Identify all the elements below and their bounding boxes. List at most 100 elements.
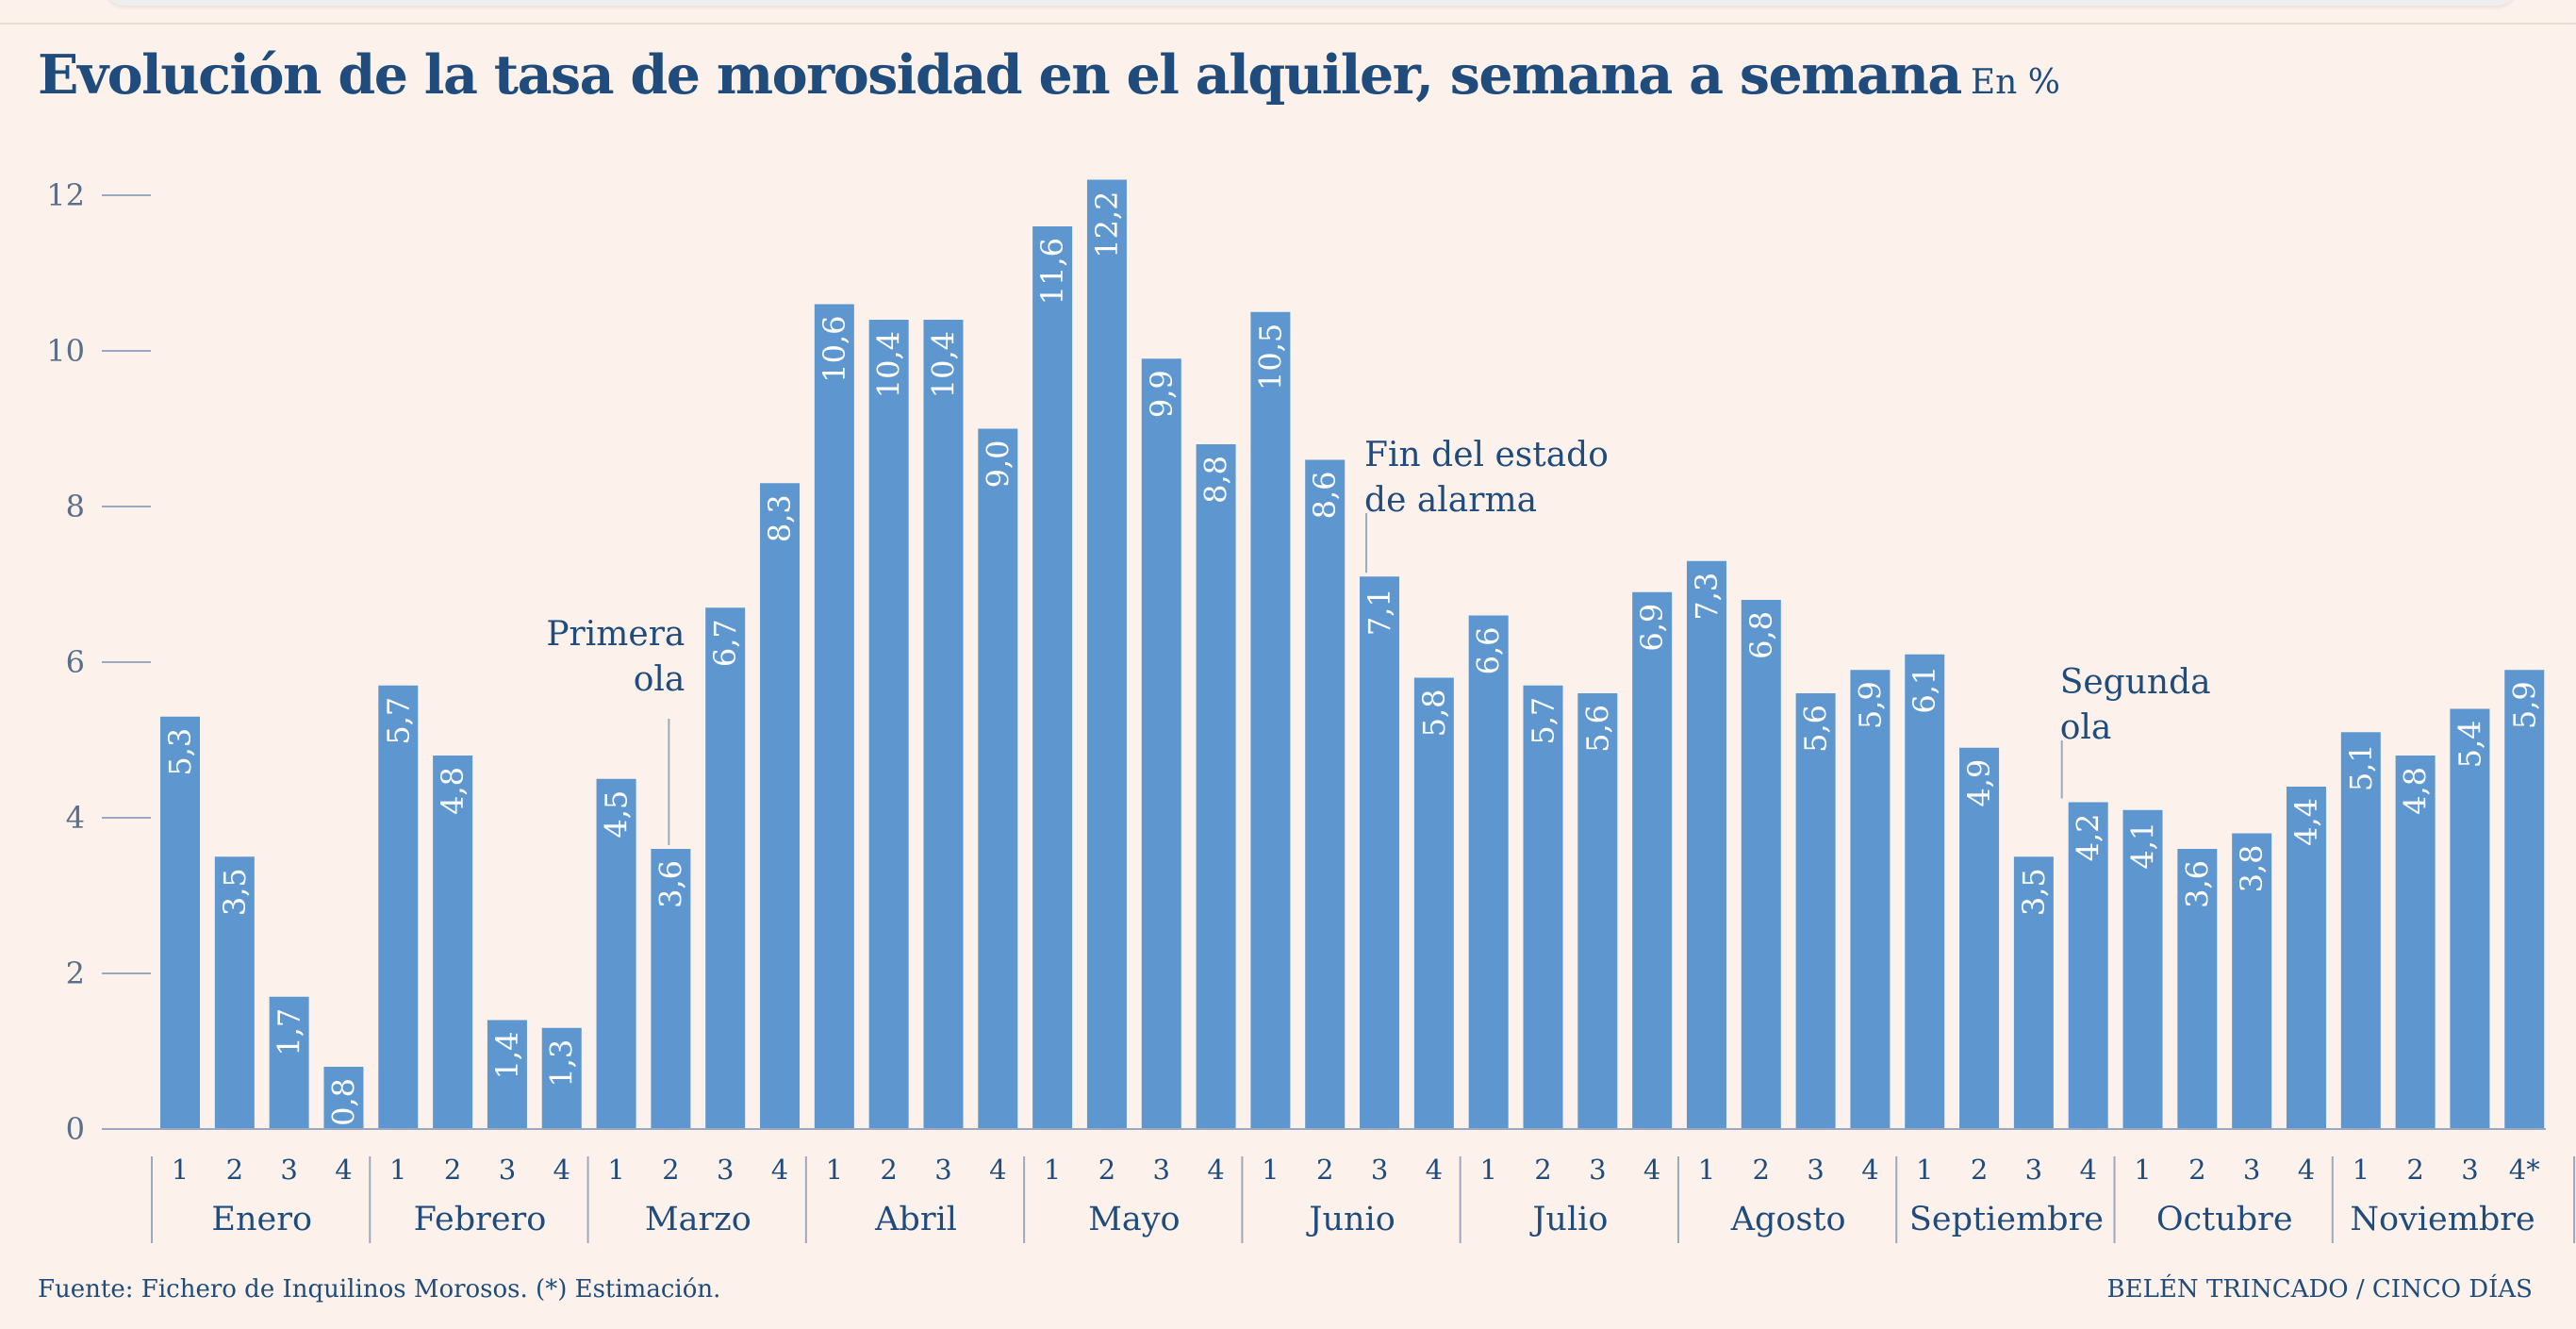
week-label: 1 (2353, 1154, 2370, 1186)
bar (323, 1067, 364, 1129)
week-label: 4 (1207, 1154, 1224, 1186)
bar-value-label: 5,1 (2343, 743, 2379, 791)
bar (923, 320, 964, 1129)
bar (1577, 693, 1618, 1129)
bar (378, 685, 419, 1129)
bar (160, 716, 200, 1129)
bar-value-label: 4,8 (435, 767, 471, 815)
week-label: 3 (2025, 1154, 2042, 1186)
bar (1959, 747, 2000, 1129)
bar-value-label: 1,4 (489, 1032, 525, 1080)
annotation-text: Primera (546, 615, 685, 654)
week-label: 3 (1153, 1154, 1170, 1186)
bar-value-label: 9,0 (980, 440, 1016, 489)
bar-value-label: 7,3 (1689, 573, 1725, 621)
bar (541, 1027, 582, 1129)
week-label: 4 (1643, 1154, 1660, 1186)
week-label: 2 (1971, 1154, 1988, 1186)
bar (2504, 670, 2545, 1129)
week-label: 4 (553, 1154, 570, 1186)
week-label: 2 (226, 1154, 243, 1186)
week-label: 3 (2243, 1154, 2260, 1186)
bar-value-label: 6,1 (1907, 666, 1942, 714)
bar-value-label: 10,4 (925, 331, 961, 398)
bar-value-label: 1,3 (544, 1039, 580, 1088)
week-label: 1 (1479, 1154, 1496, 1186)
week-label: 3 (1371, 1154, 1388, 1186)
week-label: 1 (826, 1154, 843, 1186)
month-label: Noviembre (2350, 1201, 2535, 1238)
bar-value-label: 3,6 (2179, 860, 2215, 908)
y-tick-label: 12 (46, 177, 85, 213)
bar (868, 320, 909, 1129)
annotation-text: Fin del estado (1364, 436, 1609, 474)
bar (269, 996, 309, 1129)
week-label: 2 (1316, 1154, 1333, 1186)
bar (1795, 693, 1836, 1129)
source-note: Fuente: Fichero de Inquilinos Morosos. (… (38, 1275, 721, 1304)
bar (1360, 576, 1400, 1129)
week-label: 4 (1861, 1154, 1878, 1186)
week-label: 1 (1698, 1154, 1715, 1186)
y-tick-label: 8 (66, 489, 85, 524)
month-label: Abril (874, 1201, 957, 1238)
month-label: Febrero (414, 1201, 547, 1238)
bar (705, 607, 746, 1129)
month-label: Marzo (645, 1201, 751, 1238)
week-label: 3 (717, 1154, 734, 1186)
week-label: 1 (607, 1154, 624, 1186)
bar (814, 304, 854, 1129)
week-label: 4 (989, 1154, 1006, 1186)
bar (214, 856, 255, 1129)
bar-value-label: 5,9 (1852, 681, 1888, 729)
bar (1632, 591, 1673, 1129)
week-label: 3 (934, 1154, 951, 1186)
week-label: 4 (771, 1154, 788, 1186)
bar-value-label: 10,6 (817, 316, 852, 383)
month-label: Enero (211, 1201, 312, 1238)
bar-value-label: 3,5 (2016, 868, 2052, 916)
week-label: 2 (2406, 1154, 2423, 1186)
chart-title-block: Evolución de la tasa de morosidad en el … (38, 43, 2060, 107)
bar (978, 428, 1018, 1129)
week-label: 1 (2134, 1154, 2151, 1186)
bar-value-label: 5,7 (380, 697, 416, 745)
bar (2232, 833, 2272, 1129)
week-label: 4 (1426, 1154, 1443, 1186)
month-label: Octubre (2156, 1201, 2293, 1238)
week-label: 2 (1534, 1154, 1551, 1186)
bar (2122, 809, 2163, 1129)
browser-top-bar (104, 0, 2518, 6)
week-label: 2 (444, 1154, 461, 1186)
bar-value-label: 8,6 (1307, 472, 1343, 520)
week-label: 2 (880, 1154, 897, 1186)
bar-value-label: 4,4 (2288, 798, 2324, 846)
bar (1250, 311, 1291, 1129)
week-label: 1 (1044, 1154, 1061, 1186)
y-tick-label: 6 (66, 644, 85, 680)
bar-value-label: 4,9 (1961, 759, 1997, 807)
bar (1468, 615, 1509, 1129)
bar-value-label: 3,6 (652, 860, 688, 908)
bar-value-label: 3,5 (217, 868, 253, 916)
week-label: 1 (172, 1154, 189, 1186)
bar (1086, 179, 1127, 1129)
bar (2286, 787, 2326, 1129)
week-label: 1 (389, 1154, 406, 1186)
bar-value-label: 10,5 (1252, 324, 1288, 390)
week-label: 4 (2079, 1154, 2096, 1186)
bar (1032, 226, 1073, 1129)
bar-value-label: 4,5 (599, 790, 635, 839)
annotation-text: de alarma (1364, 481, 1537, 520)
author-credit: BELÉN TRINCADO / CINCO DÍAS (2106, 1275, 2534, 1304)
bar-value-label: 0,8 (325, 1078, 361, 1126)
bar (1850, 670, 1891, 1129)
bar-value-label: 5,4 (2452, 721, 2487, 769)
month-label: Junio (1306, 1201, 1395, 1238)
bar-value-label: 6,6 (1471, 627, 1507, 675)
week-label: 3 (499, 1154, 516, 1186)
annotation-text: ola (2060, 708, 2112, 747)
bar-value-label: 5,7 (1526, 697, 1561, 745)
month-label: Julio (1529, 1201, 1608, 1238)
month-label: Agosto (1730, 1201, 1846, 1238)
